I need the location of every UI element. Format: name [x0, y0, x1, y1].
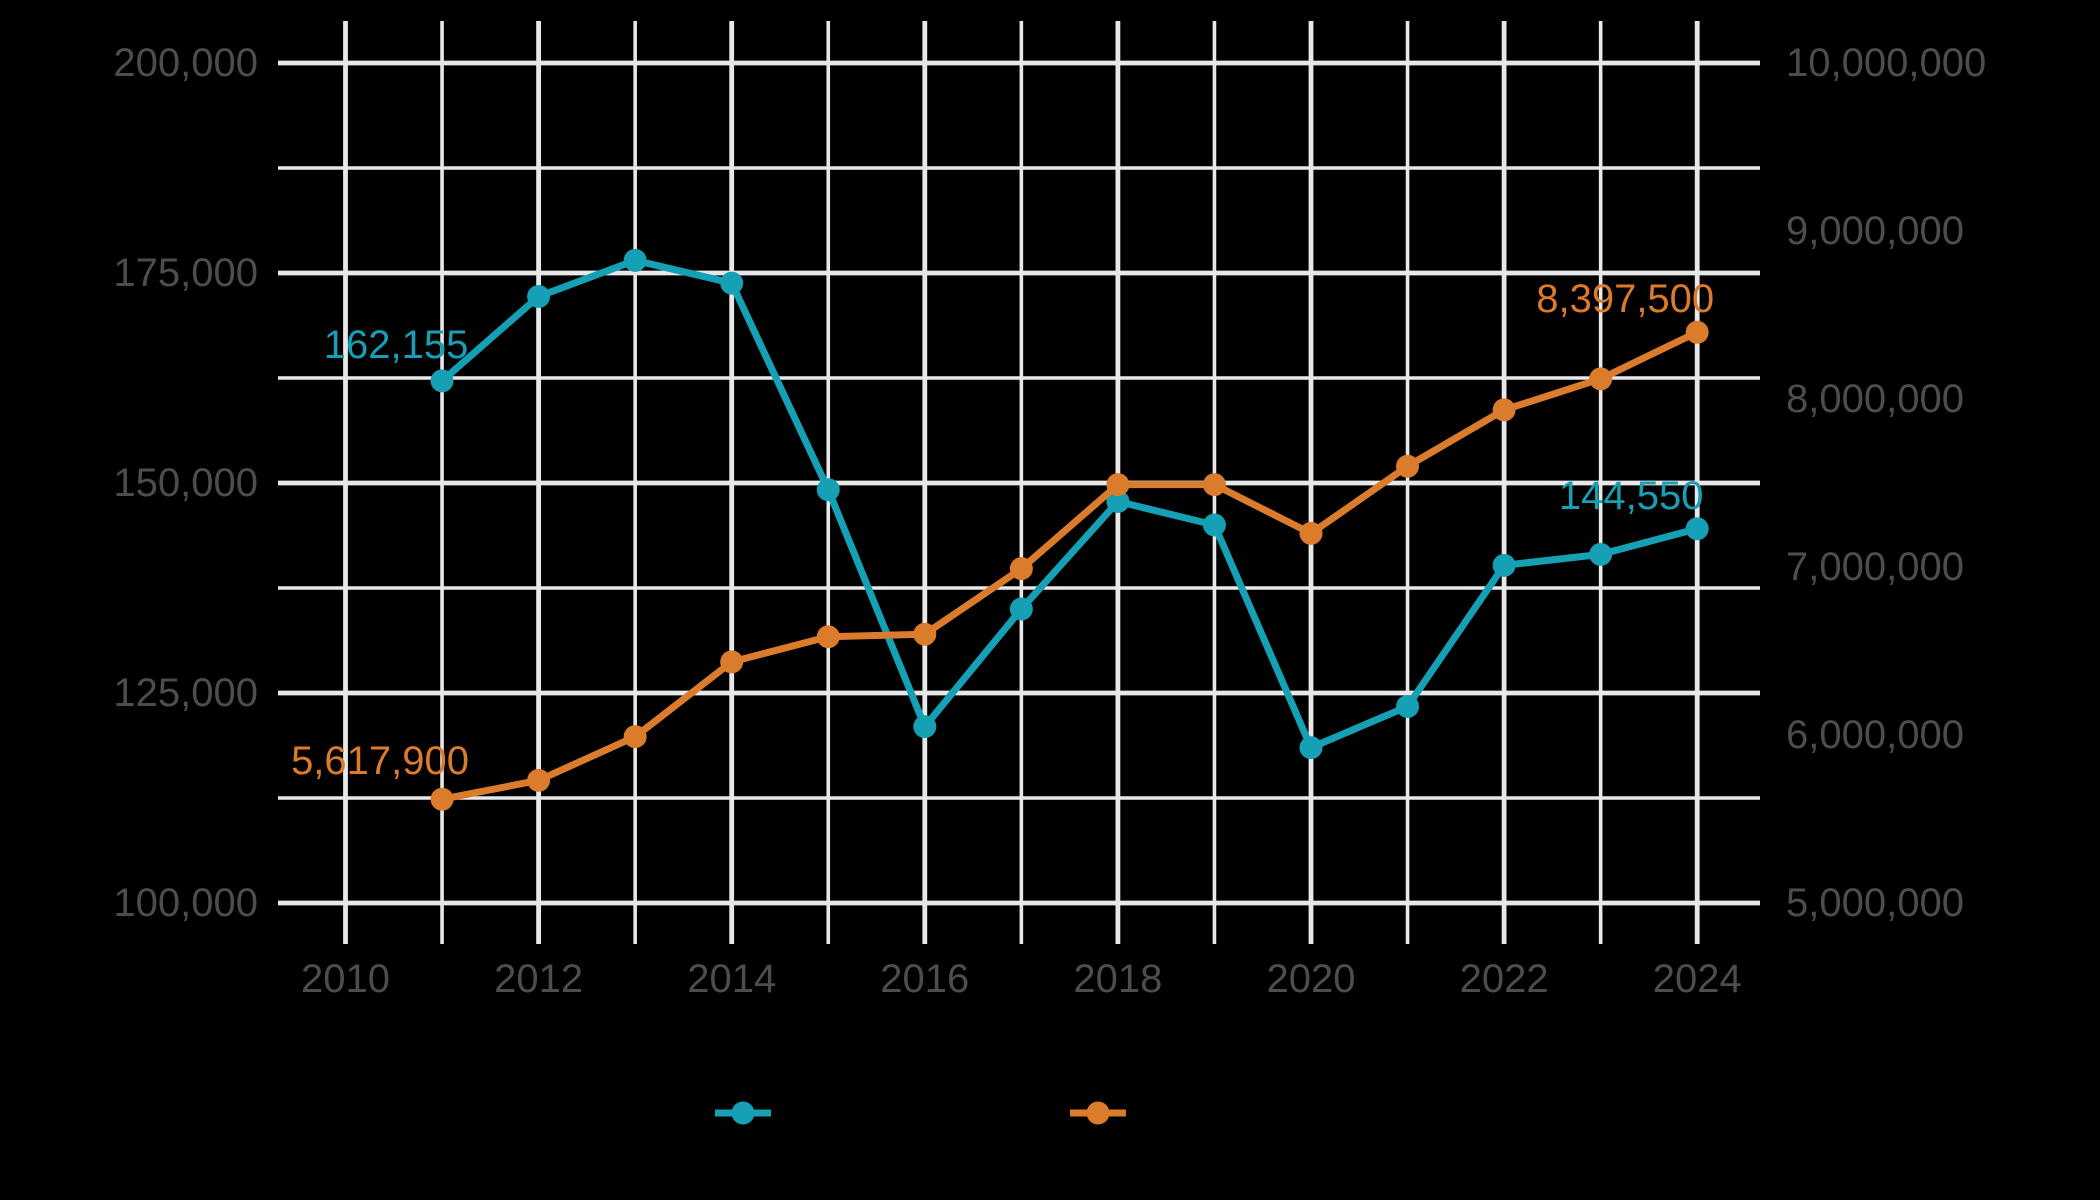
orange-series: [430, 320, 1709, 811]
annotation-layer: 162,155 5,617,900 144,550 8,397,500: [291, 277, 1714, 783]
annotation-orange-end: 8,397,500: [1536, 277, 1714, 321]
teal-series-data-point: [1202, 513, 1226, 537]
orange-series-data-point: [1685, 320, 1709, 344]
legend-entry: [1070, 1101, 1126, 1125]
teal-series-data-point: [1009, 597, 1033, 621]
x-axis-tick-label: 2016: [880, 957, 969, 1001]
orange-series-data-point: [1009, 557, 1033, 581]
major-gridlines: [278, 21, 1760, 944]
y-axis-left-tick-label: 175,000: [113, 251, 258, 295]
y-axis-left-tick-label: 100,000: [113, 881, 258, 925]
y-axis-left-tick-label: 125,000: [113, 671, 258, 715]
orange-series-line: [438, 328, 1701, 803]
teal-series-data-point: [720, 271, 744, 295]
orange-series-data-point: [1202, 473, 1226, 497]
orange-series-data-point: [623, 725, 647, 749]
y-axis-right-tick-label: 6,000,000: [1786, 713, 1964, 757]
series-layer: [430, 248, 1709, 811]
legend-entry: [715, 1101, 771, 1125]
y-axis-left-tick-labels: 100,000 125,000 150,000 175,000 200,000: [113, 41, 258, 925]
x-axis-tick-label: 2024: [1653, 957, 1742, 1001]
y-axis-left-tick-label: 200,000: [113, 41, 258, 85]
teal-series-line: [438, 256, 1701, 752]
orange-series-data-point: [913, 622, 937, 646]
legend-key-point: [731, 1101, 755, 1125]
orange-series-data-point: [1589, 367, 1613, 391]
y-axis-right-tick-label: 5,000,000: [1786, 881, 1964, 925]
x-axis-tick-labels: 2010 2012 2014 2016 2018 2020 2022 2024: [301, 957, 1742, 1001]
orange-series-data-point: [720, 650, 744, 674]
annotation-teal-end: 144,550: [1559, 474, 1704, 518]
orange-series-data-point: [1299, 521, 1323, 545]
x-axis-tick-label: 2018: [1073, 957, 1162, 1001]
y-axis-right-tick-label: 10,000,000: [1786, 41, 1986, 85]
annotation-orange-start: 5,617,900: [291, 739, 469, 783]
teal-series-data-point: [623, 248, 647, 272]
x-axis-tick-label: 2012: [494, 957, 583, 1001]
x-axis-tick-label: 2020: [1267, 957, 1356, 1001]
teal-series-data-point: [1589, 542, 1613, 566]
teal-series-data-point: [1492, 553, 1516, 577]
teal-series-data-point: [913, 715, 937, 739]
teal-series-data-point: [1685, 517, 1709, 541]
orange-series-data-point: [816, 625, 840, 649]
x-axis-tick-label: 2010: [301, 957, 390, 1001]
teal-series-data-point: [1396, 694, 1420, 718]
orange-series-data-point: [1106, 473, 1130, 497]
x-axis-tick-label: 2014: [687, 957, 776, 1001]
orange-series-data-point: [1396, 454, 1420, 478]
y-axis-right-tick-label: 8,000,000: [1786, 377, 1964, 421]
legend: [715, 1101, 1126, 1125]
annotation-teal-start: 162,155: [324, 323, 469, 367]
orange-series-data-point: [527, 768, 551, 792]
teal-series-data-point: [1299, 736, 1323, 760]
y-axis-right-tick-labels: 5,000,000 6,000,000 7,000,000 8,000,000 9,00…: [1786, 41, 1986, 925]
y-axis-right-tick-label: 7,000,000: [1786, 545, 1964, 589]
orange-series-data-point: [1492, 398, 1516, 422]
orange-series-data-point: [430, 787, 454, 811]
teal-series-data-point: [527, 285, 551, 309]
teal-series-data-point: [816, 478, 840, 502]
teal-series-data-point: [1106, 489, 1130, 513]
teal-series-data-point: [430, 369, 454, 393]
x-axis-tick-label: 2022: [1460, 957, 1549, 1001]
legend-key-point: [1086, 1101, 1110, 1125]
y-axis-right-tick-label: 9,000,000: [1786, 209, 1964, 253]
teal-series: [430, 248, 1709, 760]
y-axis-left-tick-label: 150,000: [113, 461, 258, 505]
